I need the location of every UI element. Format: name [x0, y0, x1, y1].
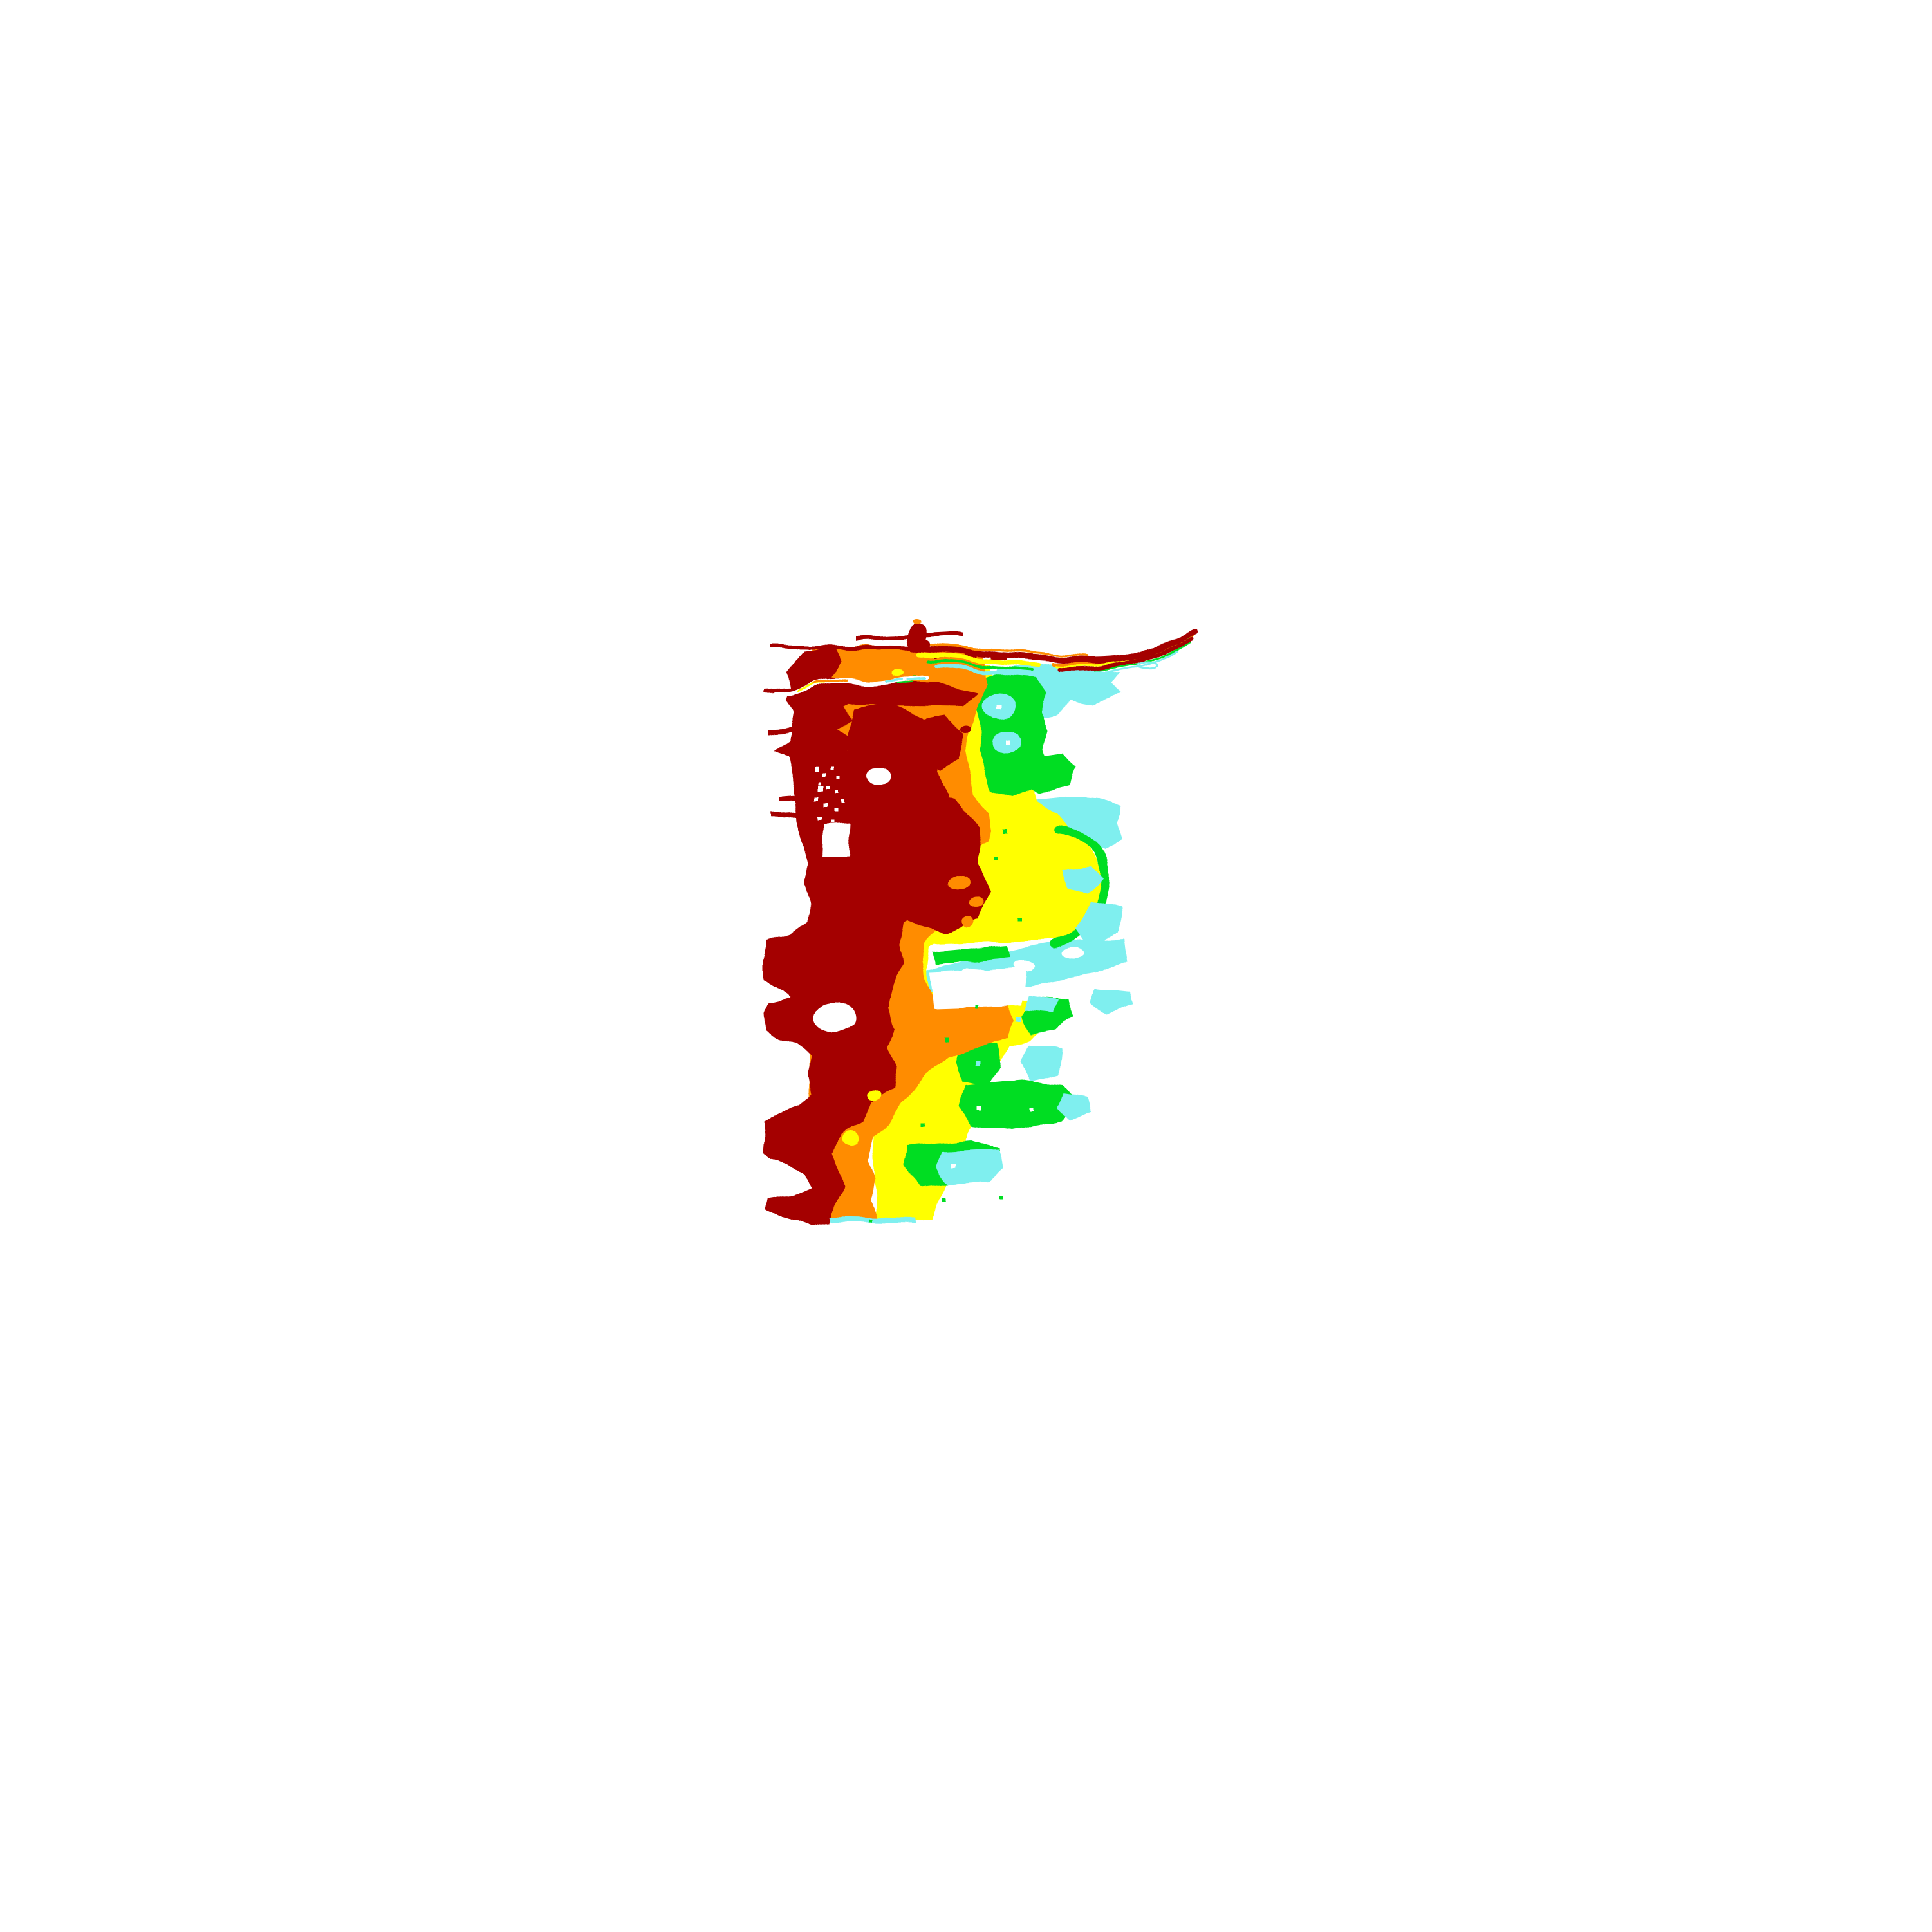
darkred-left-streaks — [764, 632, 965, 819]
white-hole-oval — [868, 767, 891, 785]
ribbon-fringe-yellow — [916, 651, 1041, 667]
cyan-holes-in-green — [982, 694, 1023, 754]
ribbon-fringe-green — [927, 659, 1034, 671]
ribbon-right-green — [1093, 643, 1191, 671]
cyan-below-band-lumps — [1026, 989, 1135, 1016]
cyan-lump-1700 — [1057, 1094, 1093, 1121]
wavy-line-green — [896, 681, 915, 685]
wavy-line-orange — [811, 678, 848, 685]
cyan-lump-1620 — [1019, 1044, 1062, 1082]
map-layers — [763, 620, 1198, 1227]
ribbon-main-strand — [909, 631, 1198, 663]
green-band-strip — [933, 946, 1012, 965]
white-dots-in-cyanholes — [996, 704, 1011, 745]
wavy-line-cyan — [886, 677, 927, 682]
white-band-notch — [931, 968, 1026, 1008]
darkred-blob-right — [914, 716, 965, 770]
darkred-column — [763, 647, 929, 1227]
ribbon-knob-cap — [913, 620, 920, 625]
ribbon-top-orange — [913, 642, 1088, 657]
green-upper-band — [1023, 754, 1075, 793]
white-hole-rect — [822, 824, 851, 857]
white-edge-bay — [815, 1003, 854, 1031]
ribbon-right-cyan — [1096, 650, 1179, 673]
darkred-top-band — [806, 680, 978, 707]
ribbon-knob — [906, 624, 931, 650]
ribbon-loop — [1135, 660, 1158, 669]
white-band-holes — [959, 949, 1085, 980]
orange-spots-in-yellow — [949, 874, 986, 928]
cyan-bottom-patch — [934, 1149, 1004, 1184]
ribbon-fringe-cyan — [934, 664, 1081, 680]
cyan-mid-lumps — [1063, 866, 1122, 949]
darkred-blob-central — [872, 789, 992, 933]
green-lower-band — [959, 1081, 1077, 1130]
ribbon-second-strand — [1057, 639, 1194, 671]
darkred-bottom-dash — [861, 1046, 886, 1051]
